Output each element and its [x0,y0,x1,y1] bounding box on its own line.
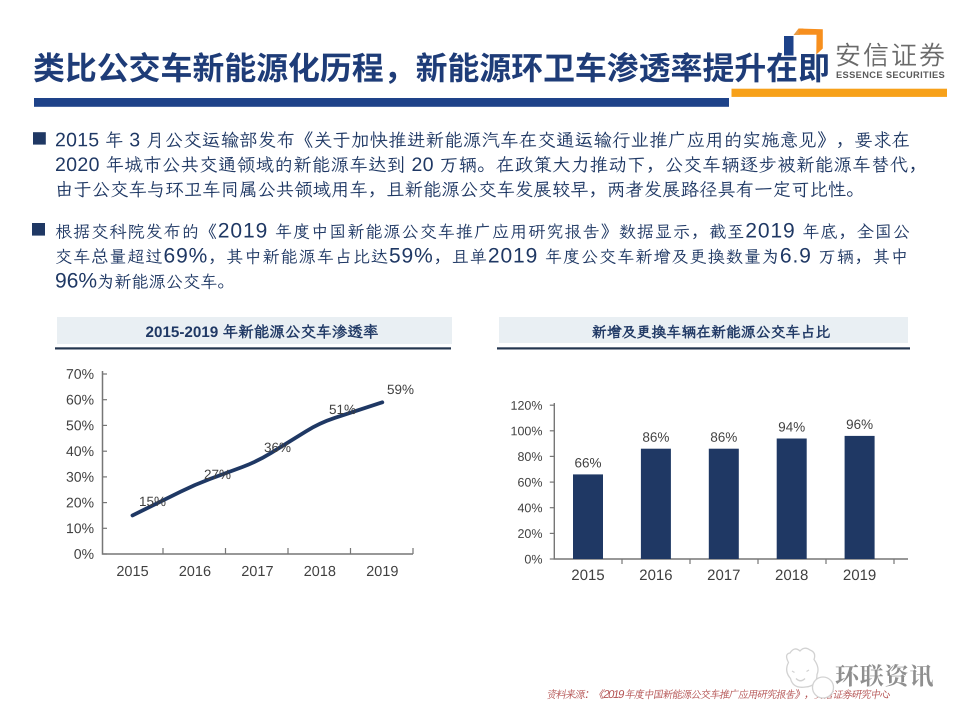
svg-text:ESSENCE SECURITIES: ESSENCE SECURITIES [836,70,945,80]
